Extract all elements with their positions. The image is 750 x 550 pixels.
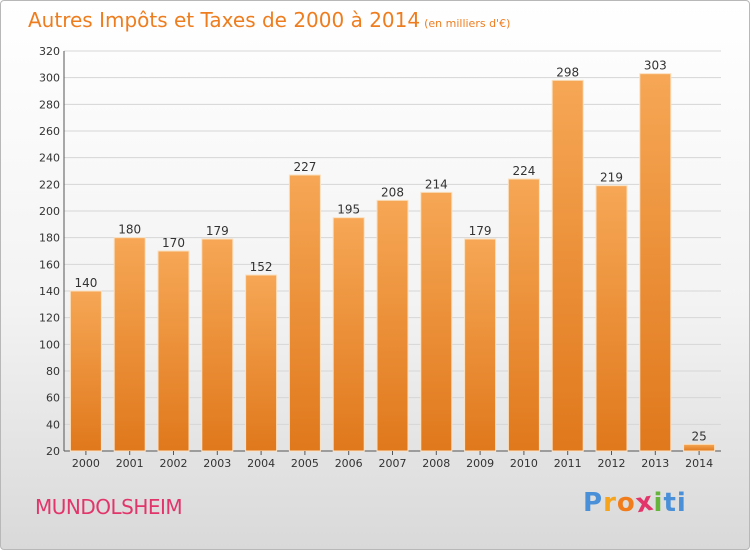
- x-tick-label: 2005: [291, 457, 319, 470]
- y-tick-label: 320: [39, 45, 60, 58]
- logo-letter: r: [603, 488, 617, 518]
- x-tick-label: 2013: [641, 457, 669, 470]
- y-tick-label: 280: [39, 98, 60, 111]
- y-tick-label: 240: [39, 152, 60, 165]
- data-labels: 140 180 170 179 152 227 195 208 214 179 224 298 219 3…: [74, 59, 706, 444]
- bar-value-label: 170: [162, 236, 185, 250]
- y-tick-label: 20: [46, 445, 60, 458]
- bar-value-label: 298: [556, 65, 579, 79]
- x-tick-label: 2012: [598, 457, 626, 470]
- bar: [245, 274, 278, 452]
- bar-value-label: 140: [74, 276, 97, 290]
- chart-subtitle: (en milliers d'€): [424, 17, 511, 30]
- commune-name: MUNDOLSHEIM: [35, 495, 183, 519]
- y-tick-label: 180: [39, 232, 60, 245]
- y-tick-label: 260: [39, 125, 60, 138]
- bar-value-label: 180: [118, 223, 141, 237]
- bar-value-label: 25: [691, 429, 706, 443]
- bar-value-label: 179: [206, 224, 229, 238]
- x-tick-label: 2009: [466, 457, 494, 470]
- y-tick-label: 40: [46, 418, 60, 431]
- y-tick-label: 140: [39, 285, 60, 298]
- bar: [201, 238, 234, 452]
- x-tick-label: 2002: [160, 457, 188, 470]
- bar: [507, 178, 540, 452]
- bar: [69, 290, 102, 452]
- x-tick-label: 2011: [554, 457, 582, 470]
- bar: [332, 217, 365, 452]
- bar: [420, 191, 453, 452]
- y-tick-label: 220: [39, 178, 60, 191]
- bar: [288, 174, 321, 452]
- bar-value-label: 219: [600, 171, 623, 185]
- y-tick-label: 120: [39, 312, 60, 325]
- logo-letter: t: [663, 488, 677, 518]
- bar: [113, 237, 146, 452]
- bar-value-label: 195: [337, 203, 360, 217]
- x-tick-label: 2007: [379, 457, 407, 470]
- bar-value-label: 214: [425, 177, 448, 191]
- proxiti-logo[interactable]: Proxiti: [583, 487, 687, 520]
- bar-value-label: 208: [381, 185, 404, 199]
- logo-letter: i: [653, 488, 664, 518]
- bar: [595, 185, 628, 452]
- x-tick-label: 2004: [247, 457, 275, 470]
- bar-value-label: 179: [469, 224, 492, 238]
- x-tick-labels: 2000 2001 2002 2003 2004 2005 2006 2007 2008 2009…: [72, 451, 713, 470]
- x-tick-label: 2003: [203, 457, 231, 470]
- logo-letter: i: [676, 488, 687, 518]
- x-tick-label: 2001: [116, 457, 144, 470]
- bars: [69, 73, 716, 452]
- bar-value-label: 152: [250, 260, 273, 274]
- y-tick-label: 200: [39, 205, 60, 218]
- y-tick-labels: 20 40 60 80 100 120 140 160 180 200 220 240 260 280 30…: [39, 45, 60, 458]
- bar: [639, 73, 672, 452]
- x-tick-label: 2006: [335, 457, 363, 470]
- logo-letter: o: [616, 488, 636, 518]
- bar-value-label: 224: [512, 164, 535, 178]
- x-tick-label: 2008: [422, 457, 450, 470]
- bar-value-label: 227: [293, 160, 316, 174]
- logo-letter: P: [583, 488, 604, 518]
- y-tick-label: 100: [39, 338, 60, 351]
- bar: [551, 79, 584, 452]
- y-tick-label: 80: [46, 365, 60, 378]
- chart-title: Autres Impôts et Taxes de 2000 à 2014 (en…: [28, 8, 511, 32]
- bar: [157, 250, 190, 452]
- bar: [464, 238, 497, 452]
- x-tick-label: 2014: [685, 457, 713, 470]
- y-tick-label: 160: [39, 258, 60, 271]
- bar-value-label: 303: [644, 59, 667, 73]
- x-tick-label: 2010: [510, 457, 538, 470]
- bar: [683, 443, 716, 452]
- y-tick-label: 300: [39, 72, 60, 85]
- bar: [376, 199, 409, 452]
- x-tick-label: 2000: [72, 457, 100, 470]
- y-tick-label: 60: [46, 392, 60, 405]
